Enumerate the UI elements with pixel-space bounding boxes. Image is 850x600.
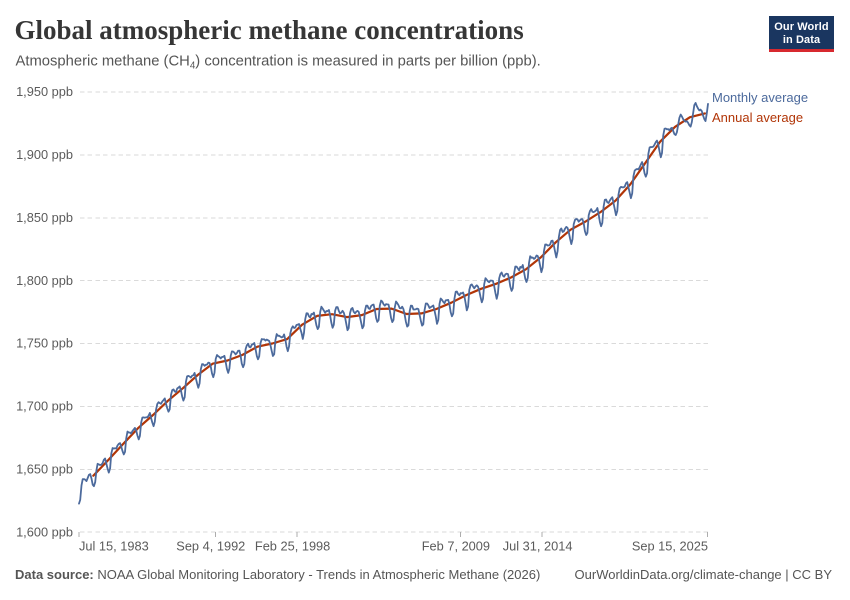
svg-text:1,650 ppb: 1,650 ppb	[16, 462, 73, 477]
svg-text:Feb 25, 1998: Feb 25, 1998	[255, 539, 330, 554]
svg-text:1,850 ppb: 1,850 ppb	[16, 210, 73, 225]
svg-text:Jul 15, 1983: Jul 15, 1983	[79, 539, 149, 554]
svg-text:1,800 ppb: 1,800 ppb	[16, 273, 73, 288]
svg-text:1,600 ppb: 1,600 ppb	[16, 524, 73, 539]
svg-text:Global atmospheric methane con: Global atmospheric methane concentration…	[15, 15, 524, 45]
svg-text:1,750 ppb: 1,750 ppb	[16, 336, 73, 351]
svg-text:Sep 4, 1992: Sep 4, 1992	[176, 539, 245, 554]
svg-text:Sep 15, 2025: Sep 15, 2025	[632, 539, 708, 554]
svg-text:Feb 7, 2009: Feb 7, 2009	[422, 539, 490, 554]
svg-text:Jul 31, 2014: Jul 31, 2014	[503, 539, 573, 554]
svg-text:1,900 ppb: 1,900 ppb	[16, 147, 73, 162]
svg-text:1,950 ppb: 1,950 ppb	[16, 84, 73, 99]
svg-text:Atmospheric methane (CH4) conc: Atmospheric methane (CH4) concentration …	[16, 54, 541, 72]
svg-text:1,700 ppb: 1,700 ppb	[16, 399, 73, 414]
